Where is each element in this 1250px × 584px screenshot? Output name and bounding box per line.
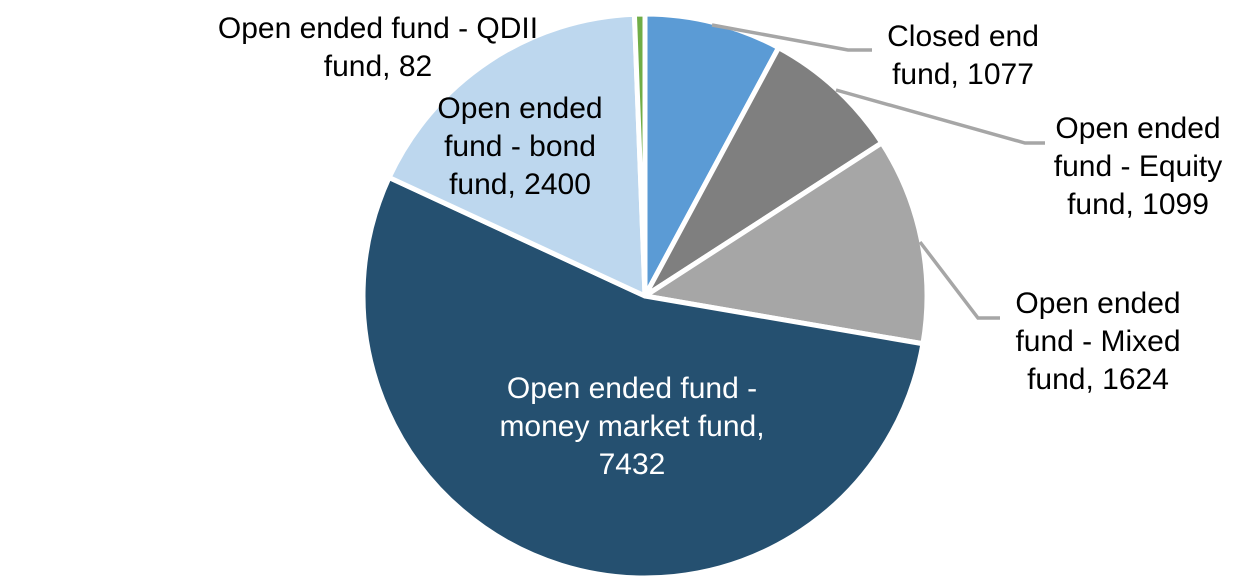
data-label-bond-fund: Open ended fund - bond fund, 2400 (437, 92, 603, 201)
pie-slice-open-ended-fund-qdii-fund (631, 11, 648, 299)
pie-slice-open-ended-fund-money-market-fund (360, 175, 926, 581)
pie-slice-open-ended-fund-mixed-fund (642, 140, 930, 347)
pie-slice-open-ended-fund-equity-fund (642, 45, 885, 299)
pie-slices (360, 11, 930, 581)
leader-line-closed-end-fund (711, 23, 872, 52)
data-label-qdii-fund: Open ended fund - QDII fund, 82 (217, 12, 539, 83)
leader-line-equity-fund (835, 88, 1045, 145)
pie-slice-closed-end-fund (642, 11, 782, 299)
pie-slice-open-ended-fund-bond-fund (386, 11, 648, 299)
data-label-equity-fund: Open ended fund - Equity fund, 1099 (1053, 112, 1223, 221)
data-label-money-market-fund: Open ended fund - money market fund, 743… (499, 372, 765, 481)
data-label-closed-end-fund: Closed end fund, 1077 (887, 20, 1039, 91)
leader-line-mixed-fund (918, 240, 1000, 320)
data-label-mixed-fund: Open ended fund - Mixed fund, 1624 (1015, 287, 1181, 396)
